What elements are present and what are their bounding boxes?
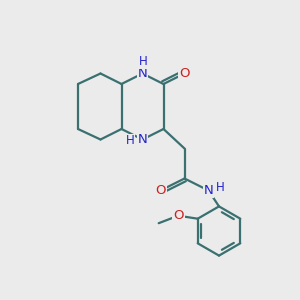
Text: N: N — [138, 67, 147, 80]
Text: H: H — [139, 55, 148, 68]
Text: H: H — [216, 181, 225, 194]
Text: O: O — [179, 67, 190, 80]
Text: N: N — [204, 184, 213, 197]
Text: N: N — [138, 133, 147, 146]
Text: O: O — [155, 184, 166, 197]
Text: O: O — [173, 209, 183, 222]
Text: H: H — [125, 134, 134, 148]
